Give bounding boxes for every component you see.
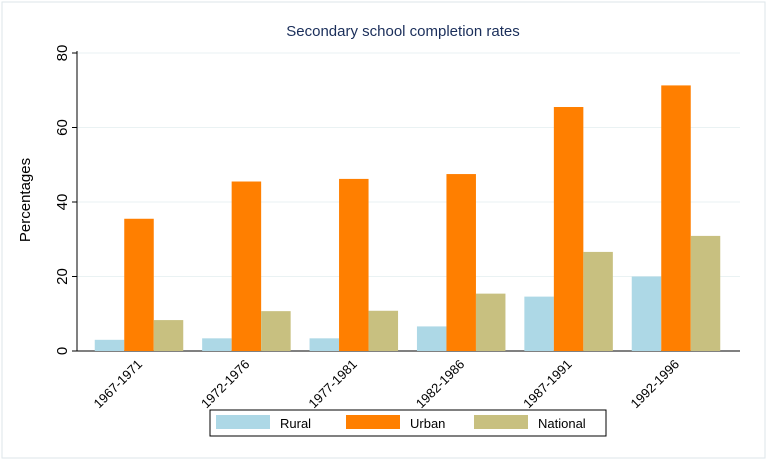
y-tick-label: 60 (54, 119, 71, 136)
bar (475, 293, 506, 351)
y-tick-label: 40 (54, 194, 71, 211)
legend-label: Urban (410, 416, 445, 431)
chart-title: Secondary school completion rates (286, 23, 519, 40)
legend-swatch (346, 415, 400, 429)
bar (124, 218, 154, 351)
bar (631, 276, 662, 351)
bar (446, 174, 476, 351)
bar (690, 235, 721, 351)
legend-label: National (538, 416, 586, 431)
legend-label: Rural (280, 416, 311, 431)
bar (94, 339, 125, 351)
bar (153, 320, 184, 351)
bar (524, 296, 554, 351)
y-tick-label: 20 (54, 268, 71, 285)
y-tick-label: 80 (54, 45, 71, 62)
bar (553, 107, 584, 351)
bar (583, 251, 613, 351)
legend-swatch (216, 415, 270, 429)
bar (416, 326, 447, 351)
legend-swatch (474, 415, 528, 429)
bar (202, 338, 232, 351)
legend-box (209, 409, 607, 437)
bar (368, 310, 399, 351)
bar (231, 181, 262, 351)
y-tick-label: 0 (54, 347, 71, 355)
bar (661, 85, 691, 351)
bar (309, 338, 340, 351)
bar (339, 178, 369, 351)
y-axis-label: Percentages (17, 158, 34, 242)
bar (261, 311, 291, 351)
